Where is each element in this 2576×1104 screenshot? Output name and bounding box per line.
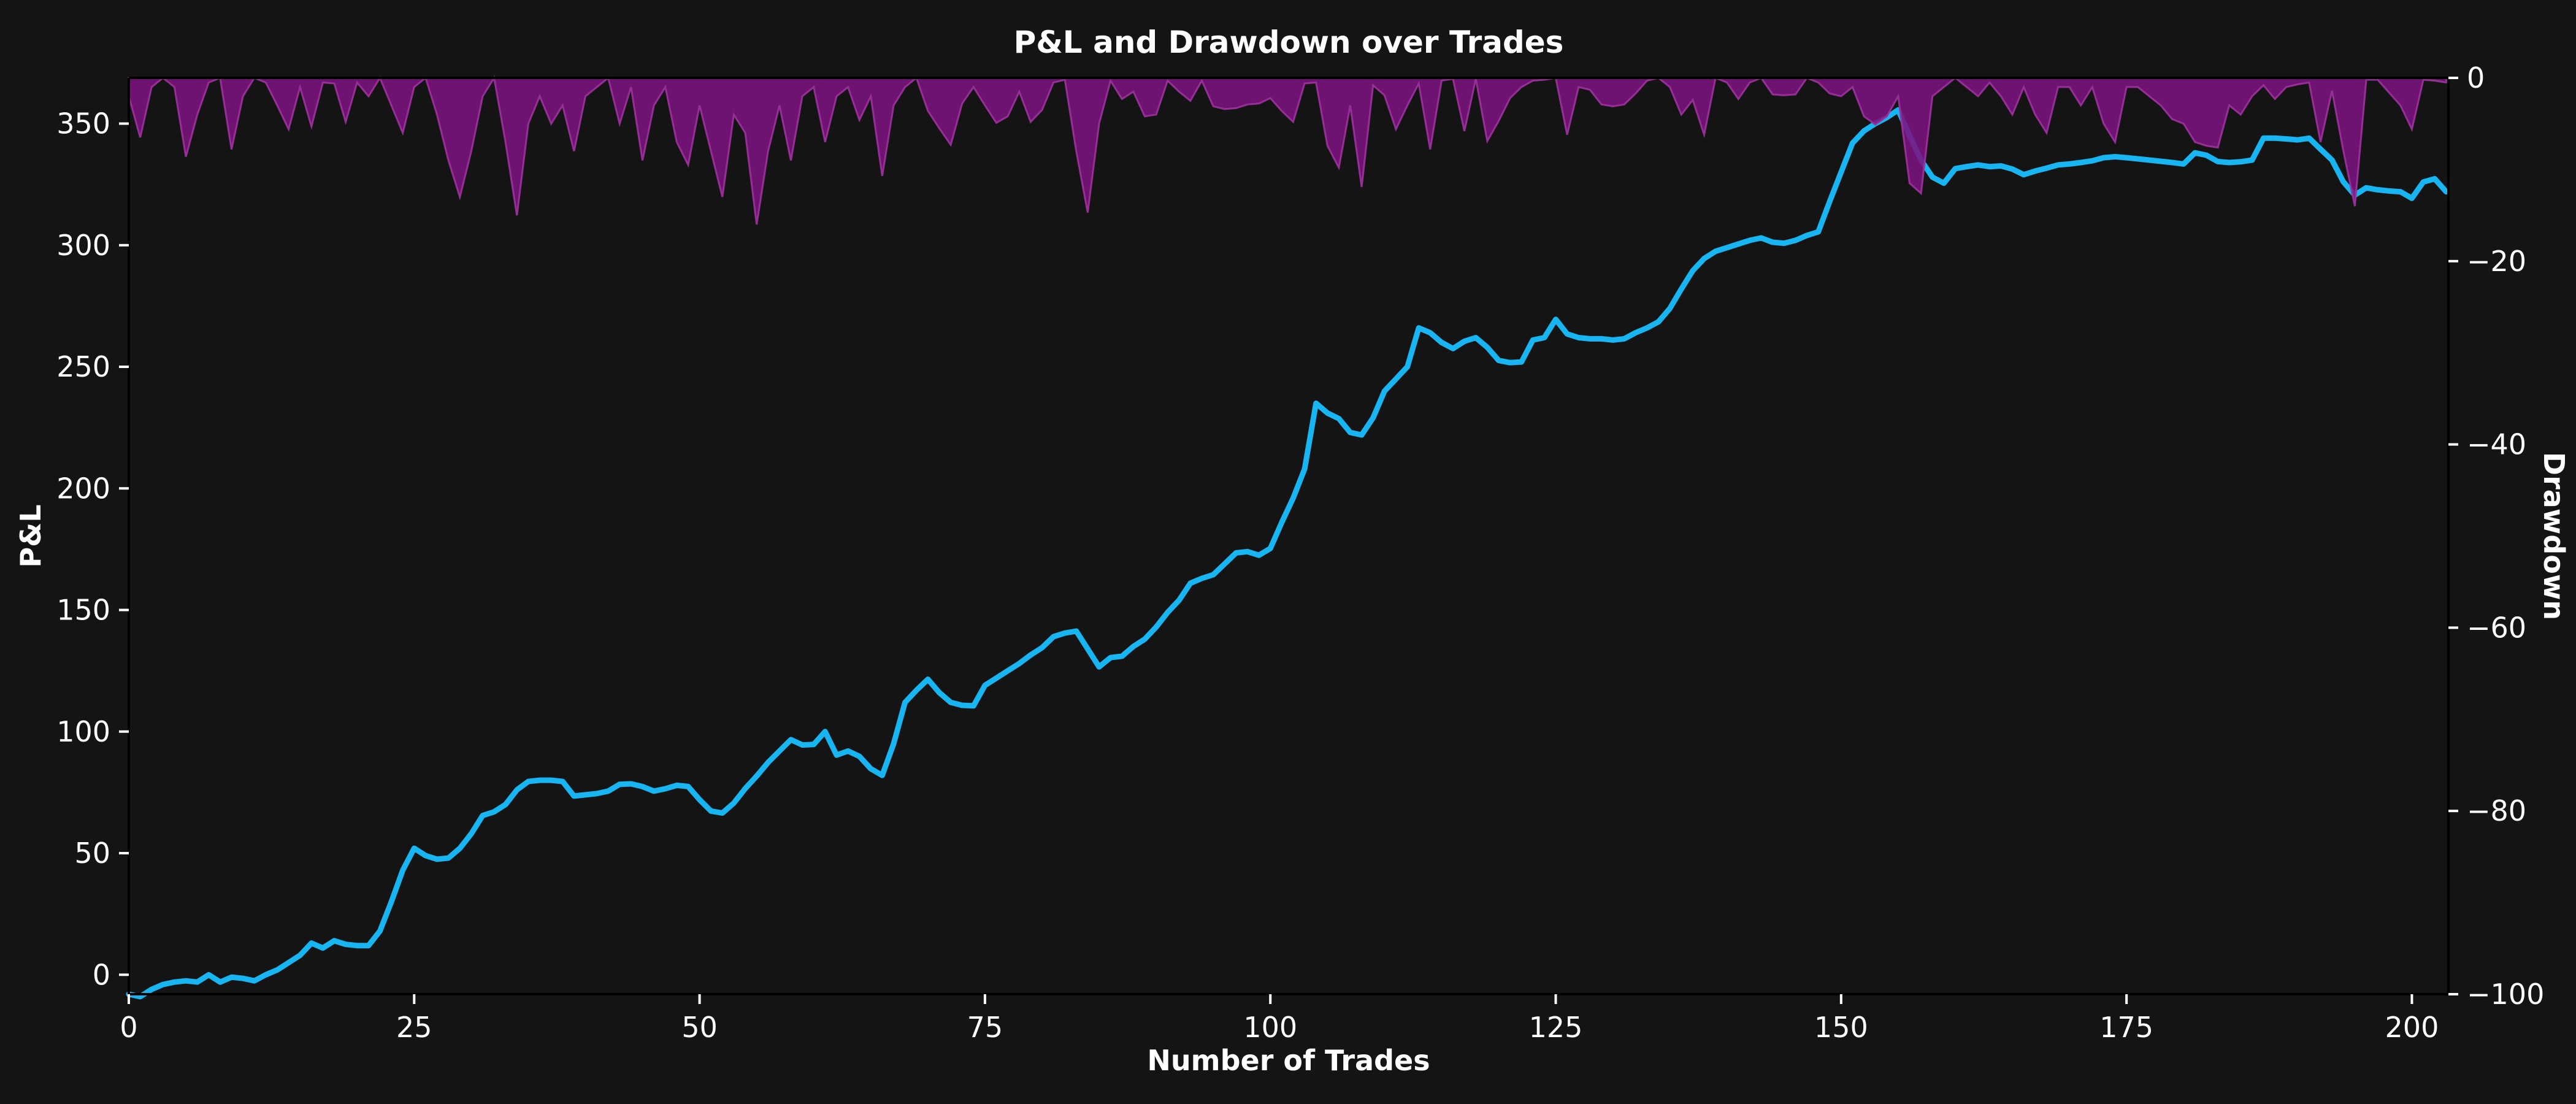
left-tick-label: 50 [74, 837, 110, 870]
x-tick-label: 0 [120, 1011, 137, 1044]
right-tick-label: 0 [2467, 61, 2485, 94]
right-tick-label: −40 [2467, 428, 2526, 461]
left-tick-label: 350 [56, 107, 110, 140]
left-tick-label: 200 [56, 472, 110, 505]
right-tick-label: −100 [2467, 978, 2544, 1011]
left-tick-label: 0 [93, 958, 110, 991]
x-tick-label: 150 [1814, 1011, 1868, 1044]
right-tick-label: −20 [2467, 245, 2526, 278]
left-tick-label: 100 [56, 715, 110, 748]
x-tick-label: 100 [1243, 1011, 1297, 1044]
x-tick-label: 50 [681, 1011, 718, 1044]
left-axis-label: P&L [14, 504, 47, 567]
x-tick-label: 125 [1529, 1011, 1583, 1044]
right-tick-label: −60 [2467, 611, 2526, 644]
drawdown-area [128, 75, 2447, 225]
pnl-line [126, 107, 2449, 1000]
x-tick-label: 25 [396, 1011, 432, 1044]
series-layer [126, 75, 2449, 1000]
left-tick-label: 150 [56, 594, 110, 627]
left-tick-label: 250 [56, 350, 110, 383]
chart-title: P&L and Drawdown over Trades [1014, 25, 1564, 60]
axes-layer: 0 25 50 75 100 125 150 175 200 0 50 100 150 200 250 300… [56, 61, 2544, 1044]
left-tick-label: 300 [56, 229, 110, 262]
x-axis-label: Number of Trades [1147, 1044, 1430, 1077]
x-tick-label: 200 [2385, 1011, 2439, 1044]
right-axis-label: Drawdown [2537, 452, 2570, 620]
right-tick-label: −80 [2467, 794, 2526, 827]
x-tick-label: 175 [2099, 1011, 2153, 1044]
x-tick-label: 75 [967, 1011, 1003, 1044]
